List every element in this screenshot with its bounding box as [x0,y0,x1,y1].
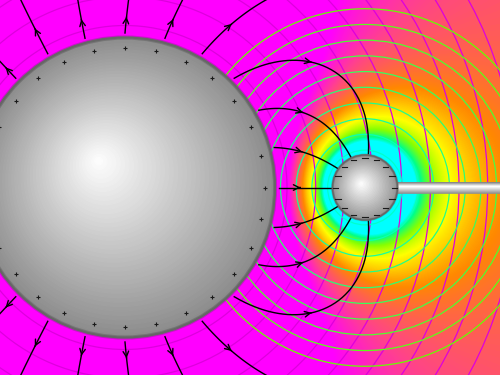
Circle shape [15,78,218,280]
Circle shape [76,139,129,192]
Circle shape [346,169,380,202]
Circle shape [28,90,200,262]
Circle shape [95,158,102,165]
Circle shape [332,155,398,220]
Circle shape [343,165,384,207]
Circle shape [359,181,364,186]
Circle shape [34,96,191,254]
Circle shape [46,108,173,236]
Circle shape [61,124,151,214]
Circle shape [338,161,390,213]
Circle shape [0,44,266,328]
Circle shape [354,177,370,192]
Circle shape [80,142,124,187]
Circle shape [18,81,213,276]
Circle shape [352,174,372,195]
Circle shape [358,180,366,188]
Circle shape [353,176,372,194]
Circle shape [0,59,244,306]
Circle shape [348,171,377,200]
Circle shape [24,87,204,267]
Circle shape [0,38,275,338]
Circle shape [89,151,112,174]
Circle shape [0,47,262,324]
Circle shape [30,93,196,258]
Circle shape [348,170,378,201]
Circle shape [40,102,182,244]
Circle shape [345,168,382,204]
Circle shape [86,148,116,178]
Circle shape [92,154,107,170]
Circle shape [64,127,146,209]
Circle shape [342,164,386,209]
Circle shape [21,84,208,271]
Circle shape [49,111,169,231]
Circle shape [52,114,164,227]
Circle shape [12,74,222,284]
Bar [398,182,500,193]
Circle shape [334,156,396,219]
Circle shape [0,50,258,320]
Circle shape [82,145,120,183]
Circle shape [70,133,138,200]
Circle shape [9,71,226,289]
Circle shape [6,68,231,293]
Circle shape [67,130,142,205]
Circle shape [74,136,134,196]
Circle shape [0,56,248,311]
Circle shape [55,117,160,222]
Circle shape [0,62,240,302]
Circle shape [0,53,253,315]
Circle shape [351,173,374,197]
Circle shape [336,158,393,216]
Circle shape [340,163,388,210]
Circle shape [360,183,362,185]
Circle shape [335,157,394,217]
Circle shape [356,179,367,189]
Circle shape [2,65,235,298]
Circle shape [340,162,389,211]
Circle shape [337,160,392,214]
Circle shape [350,172,376,198]
Circle shape [42,105,177,240]
Circle shape [36,99,186,249]
Circle shape [0,40,270,333]
Circle shape [356,178,368,191]
Circle shape [344,166,383,206]
Circle shape [58,120,156,218]
